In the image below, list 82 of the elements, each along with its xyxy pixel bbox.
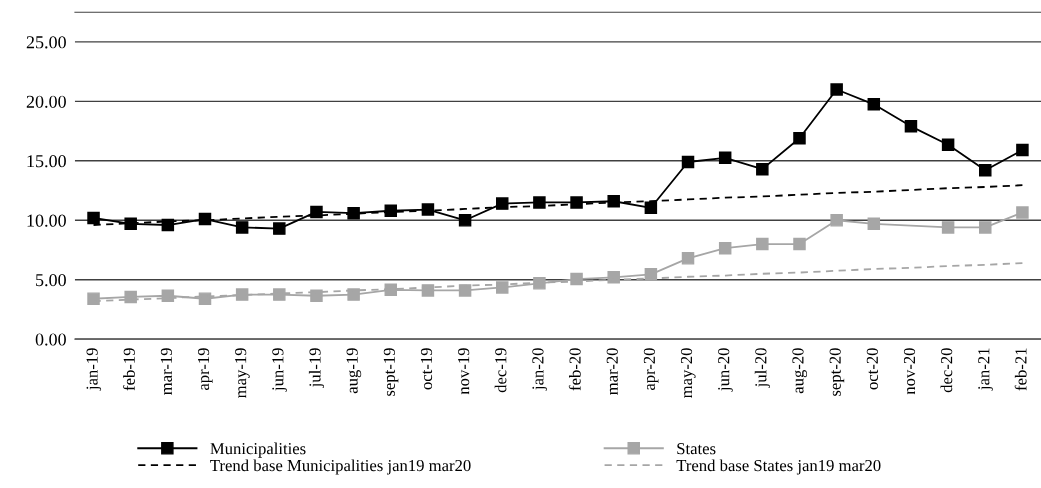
point xyxy=(644,201,658,215)
point xyxy=(421,284,435,297)
point xyxy=(718,151,732,165)
y-tick-label: 20.00 xyxy=(26,95,66,108)
y-tick-label: 0.00 xyxy=(35,333,66,346)
x-tick-label: apr-19 xyxy=(197,348,213,391)
x-tick-label: mar-20 xyxy=(606,348,618,395)
point xyxy=(904,120,918,133)
x-tick-label: feb-21 xyxy=(1014,348,1027,391)
point xyxy=(124,217,137,231)
point xyxy=(310,289,323,303)
y-tick-label: 15.00 xyxy=(27,155,66,168)
point xyxy=(830,83,843,96)
point xyxy=(421,203,435,216)
point xyxy=(607,194,620,208)
point xyxy=(941,138,955,152)
x-tick-label: jan-21 xyxy=(978,348,993,391)
x-tick-label: sept-20 xyxy=(829,348,845,396)
x-tick-label: jan-19 xyxy=(86,348,102,391)
y-tick-label: 5.00 xyxy=(36,273,66,287)
point xyxy=(1016,143,1029,157)
point xyxy=(644,268,658,281)
point xyxy=(570,196,583,209)
x-tick-label: aug-19 xyxy=(346,348,362,394)
point xyxy=(495,197,509,210)
point xyxy=(867,217,881,231)
x-tick-label: aug-20 xyxy=(792,348,808,394)
point xyxy=(235,221,249,234)
point xyxy=(756,162,769,176)
x-tick-label: nov-19 xyxy=(458,348,470,395)
point xyxy=(458,284,472,297)
legend-label: Trend base Municipalities jan19 mar20 xyxy=(210,459,471,475)
point xyxy=(867,98,881,111)
point xyxy=(681,252,695,265)
x-tick-label: feb-20 xyxy=(568,348,581,391)
x-tick-label: jul-19 xyxy=(308,348,325,388)
point xyxy=(495,281,509,294)
x-tick-label: oct-20 xyxy=(866,348,878,390)
point xyxy=(124,290,137,304)
point xyxy=(347,288,360,301)
x-tick-label: mar-19 xyxy=(160,348,173,395)
point xyxy=(458,214,472,227)
x-tick-label: may-20 xyxy=(680,348,696,399)
point xyxy=(793,131,806,145)
point xyxy=(830,214,843,227)
point xyxy=(607,271,620,284)
x-tick-label: oct-19 xyxy=(420,348,433,390)
point xyxy=(793,237,806,251)
point xyxy=(979,221,992,234)
point xyxy=(273,222,286,235)
x-tick-label: nov-20 xyxy=(903,348,916,395)
y-tick-label: 25.00 xyxy=(26,36,66,49)
x-tick-label: sept-19 xyxy=(383,348,399,396)
point xyxy=(533,277,546,290)
legend-label: States xyxy=(677,443,716,455)
x-tick-label: dec-19 xyxy=(494,348,507,393)
point xyxy=(310,205,323,219)
x-tick-label: feb-19 xyxy=(122,348,135,391)
point xyxy=(273,288,286,301)
x-tick-label: may-19 xyxy=(235,348,250,399)
point xyxy=(533,196,546,209)
x-tick-label: jul-20 xyxy=(754,348,770,388)
point xyxy=(347,206,360,220)
x-tick-label: dec-20 xyxy=(940,348,953,393)
legend-label: Municipalities xyxy=(210,442,306,458)
x-tick-label: jun-20 xyxy=(718,348,733,392)
point xyxy=(718,241,732,255)
x-tick-label: jun-19 xyxy=(272,348,287,392)
y-tick-label: 10.00 xyxy=(27,214,66,227)
legend-label: Trend base States jan19 mar20 xyxy=(676,459,881,475)
point xyxy=(979,164,992,177)
x-tick-label: apr-20 xyxy=(643,348,659,391)
point xyxy=(1016,206,1029,219)
point xyxy=(87,211,100,225)
x-tick-label: jan-20 xyxy=(532,348,547,391)
point xyxy=(681,155,695,169)
point xyxy=(87,292,100,305)
point xyxy=(198,292,212,305)
point xyxy=(235,288,249,301)
point xyxy=(941,221,955,234)
point xyxy=(756,237,769,251)
point xyxy=(570,272,583,286)
